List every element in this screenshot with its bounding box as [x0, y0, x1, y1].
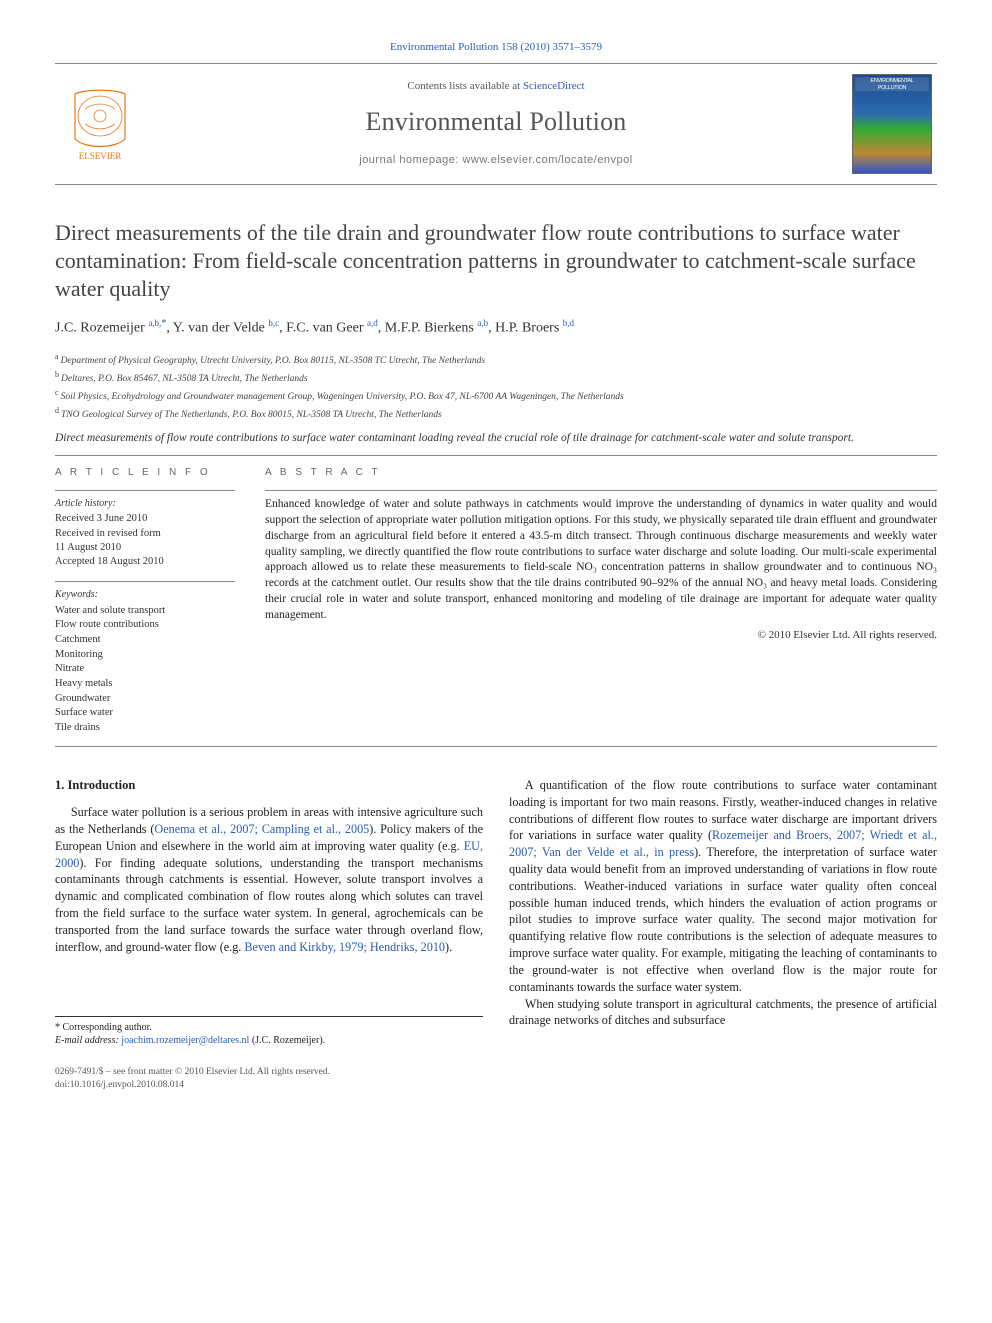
journal-ref-link[interactable]: Environmental Pollution 158 (2010) 3571–…: [390, 41, 602, 53]
article-info-column: A R T I C L E I N F O Article history: R…: [55, 466, 235, 735]
homepage-label: journal homepage:: [359, 154, 462, 166]
citation-link[interactable]: Beven and Kirkby, 1979; Hendriks, 2010: [244, 940, 445, 954]
homepage-url[interactable]: www.elsevier.com/locate/envpol: [462, 154, 632, 166]
affiliation: dTNO Geological Survey of The Netherland…: [55, 405, 937, 423]
sciencedirect-link[interactable]: ScienceDirect: [523, 80, 585, 92]
keyword: Flow route contributions: [55, 618, 235, 633]
affiliation: aDepartment of Physical Geography, Utrec…: [55, 351, 937, 369]
journal-homepage: journal homepage: www.elsevier.com/locat…: [157, 153, 835, 168]
history-heading: Article history:: [55, 497, 235, 511]
article-info-heading: A R T I C L E I N F O: [55, 466, 235, 480]
section-heading: 1. Introduction: [55, 777, 483, 794]
elsevier-logo-icon: ELSEVIER: [65, 84, 135, 164]
info-rule-2: [55, 581, 235, 582]
keyword: Nitrate: [55, 662, 235, 677]
publisher-logo-slot: ELSEVIER: [55, 74, 145, 174]
abstract-copyright: © 2010 Elsevier Ltd. All rights reserved…: [265, 628, 937, 643]
masthead: ELSEVIER Contents lists available at Sci…: [55, 63, 937, 185]
keyword: Water and solute transport: [55, 604, 235, 619]
abstract-text: Enhanced knowledge of water and solute p…: [265, 497, 937, 624]
highlight-statement: Direct measurements of flow route contri…: [55, 431, 937, 446]
author-list: J.C. Rozemeijer a,b,*, Y. van der Velde …: [55, 317, 937, 339]
svg-text:ELSEVIER: ELSEVIER: [79, 151, 122, 161]
contents-line: Contents lists available at ScienceDirec…: [157, 79, 835, 94]
info-rule-1: [55, 490, 235, 491]
keyword: Surface water: [55, 706, 235, 721]
journal-cover-icon: ENVIRONMENTAL POLLUTION: [852, 74, 932, 174]
affiliation: cSoil Physics, Ecohydrology and Groundwa…: [55, 387, 937, 405]
section-title: Introduction: [68, 778, 136, 792]
keyword: Tile drains: [55, 721, 235, 736]
corr-label: * Corresponding author.: [55, 1021, 483, 1035]
page-footer: 0269-7491/$ – see front matter © 2010 El…: [55, 1066, 937, 1092]
body-paragraph: When studying solute transport in agricu…: [509, 996, 937, 1030]
page: Environmental Pollution 158 (2010) 3571–…: [0, 0, 992, 1122]
abstract-heading: A B S T R A C T: [265, 466, 937, 480]
contents-prefix: Contents lists available at: [407, 80, 522, 92]
email-paren: (J.C. Rozemeijer).: [249, 1035, 325, 1046]
section-number: 1.: [55, 778, 64, 792]
abstract-column: A B S T R A C T Enhanced knowledge of wa…: [265, 466, 937, 735]
keyword: Catchment: [55, 633, 235, 648]
affiliations: aDepartment of Physical Geography, Utrec…: [55, 351, 937, 423]
keyword: Monitoring: [55, 648, 235, 663]
body-paragraph: A quantification of the flow route contr…: [509, 777, 937, 996]
article-title: Direct measurements of the tile drain an…: [55, 219, 937, 303]
rule-bottom: [55, 746, 937, 747]
cover-thumb-slot: ENVIRONMENTAL POLLUTION: [847, 74, 937, 174]
keywords-list: Water and solute transportFlow route con…: [55, 604, 235, 736]
email-link[interactable]: joachim.rozemeijer@deltares.nl: [121, 1035, 249, 1046]
journal-title: Environmental Pollution: [157, 104, 835, 139]
history-text: Received 3 June 2010Received in revised …: [55, 512, 235, 569]
keywords-heading: Keywords:: [55, 588, 235, 602]
email-label: E-mail address:: [55, 1035, 121, 1046]
journal-reference: Environmental Pollution 158 (2010) 3571–…: [55, 40, 937, 55]
keyword: Heavy metals: [55, 677, 235, 692]
citation-link[interactable]: Oenema et al., 2007; Campling et al., 20…: [154, 822, 369, 836]
rule-top: [55, 455, 937, 456]
masthead-center: Contents lists available at ScienceDirec…: [157, 74, 835, 174]
corresponding-footnote: * Corresponding author. E-mail address: …: [55, 1016, 483, 1049]
info-abstract-row: A R T I C L E I N F O Article history: R…: [55, 466, 937, 735]
footer-left: 0269-7491/$ – see front matter © 2010 El…: [55, 1066, 330, 1092]
keyword: Groundwater: [55, 692, 235, 707]
body-paragraph: Surface water pollution is a serious pro…: [55, 804, 483, 955]
corr-email-line: E-mail address: joachim.rozemeijer@delta…: [55, 1034, 483, 1048]
affiliation: bDeltares, P.O. Box 85467, NL-3508 TA Ut…: [55, 369, 937, 387]
body-columns: 1. Introduction Surface water pollution …: [55, 777, 937, 1048]
abs-rule: [265, 490, 937, 491]
cover-label: ENVIRONMENTAL POLLUTION: [856, 78, 928, 93]
